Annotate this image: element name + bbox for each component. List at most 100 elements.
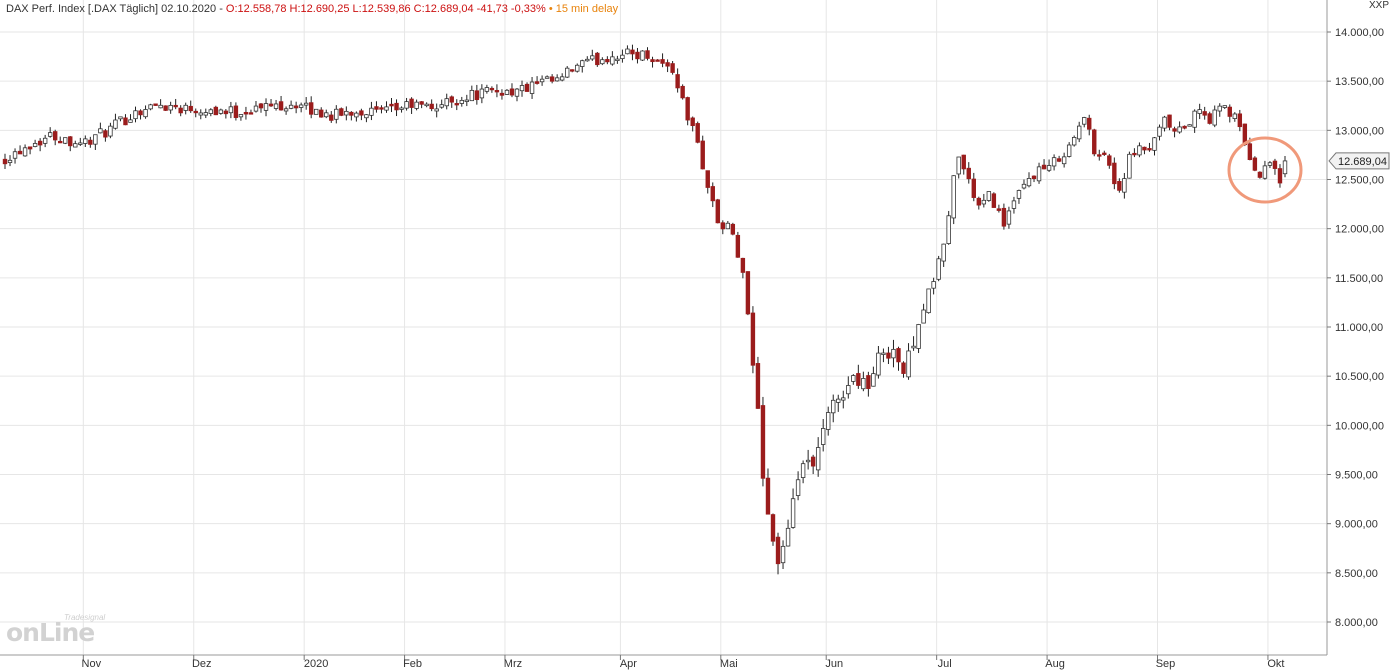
candle-body — [258, 103, 264, 109]
candle-body — [725, 222, 731, 230]
candle-body — [499, 92, 505, 96]
candle-body — [449, 96, 454, 103]
candle-body — [278, 101, 284, 111]
last-value-tag — [1328, 152, 1390, 170]
candle-body — [770, 514, 776, 542]
candle-body — [1237, 113, 1243, 128]
candle-body — [444, 98, 449, 107]
candle-body — [941, 243, 946, 262]
candle-body — [17, 150, 23, 155]
candle-body — [424, 103, 429, 107]
candle-body — [293, 105, 299, 109]
candle-body — [1187, 124, 1192, 127]
candle-body — [1152, 137, 1157, 151]
candle-body — [419, 101, 424, 105]
candle-body — [37, 140, 43, 146]
candle-body — [283, 108, 289, 112]
candle-body — [364, 114, 369, 119]
candle-body — [203, 112, 208, 116]
candle-body — [534, 81, 540, 84]
candle-body — [128, 119, 133, 123]
candle-body — [1056, 158, 1062, 162]
candle-body — [12, 151, 18, 159]
candle-body — [544, 76, 550, 79]
candle-body — [700, 140, 705, 170]
candle-body — [308, 102, 314, 115]
time-tick-label: Aug — [1045, 658, 1065, 670]
candle-body — [143, 109, 148, 118]
time-tick-label: Nov — [82, 658, 102, 670]
candle-body — [1076, 125, 1082, 140]
candle-body — [851, 375, 856, 382]
price-tick-label: 10.000,00 — [1335, 420, 1384, 432]
candle-body — [1217, 105, 1222, 112]
candle-body — [474, 90, 480, 101]
candle-body — [660, 59, 665, 64]
candle-body — [379, 107, 384, 110]
axis-code: XXP — [1368, 0, 1389, 11]
candle-body — [1001, 207, 1007, 227]
candle-body — [113, 119, 118, 129]
candle-body — [554, 77, 560, 82]
candle-body — [805, 459, 811, 463]
candle-body — [1272, 160, 1278, 169]
candle-body — [580, 60, 585, 67]
candle-body — [891, 348, 896, 359]
candle-body — [439, 104, 444, 108]
price-tick-label: 14.000,00 — [1335, 27, 1384, 39]
time-tick-label: Feb — [403, 658, 422, 670]
candle-body — [620, 54, 625, 60]
candle-body — [208, 109, 214, 114]
candle-body — [248, 112, 254, 115]
candle-body — [228, 106, 234, 114]
candle-body — [1267, 162, 1273, 166]
candle-body — [1192, 110, 1197, 128]
candle-body — [479, 88, 485, 99]
candle-body — [464, 99, 470, 102]
candle-body — [861, 378, 866, 390]
instrument-name: DAX Perf. Index [.DAX Täglich] 02.10.202… — [6, 3, 223, 15]
candle-body — [790, 498, 796, 528]
candle-body — [976, 197, 982, 206]
time-axis: Nov Dez 2020 Feb Mrz Apr Mai Jun Jul Aug Sep Okt — [82, 655, 1285, 670]
candle-body — [1006, 210, 1012, 225]
candle-body — [1182, 125, 1187, 129]
candle-body — [374, 106, 379, 110]
price-tick-label: 9.000,00 — [1335, 519, 1378, 531]
time-tick-label: Mai — [720, 658, 738, 670]
candle-body — [1222, 105, 1227, 108]
candle-body — [615, 58, 620, 61]
candle-body — [876, 352, 881, 376]
candle-body — [98, 128, 103, 134]
candle-body — [63, 137, 68, 144]
candle-body — [610, 56, 615, 65]
candle-body — [1051, 157, 1057, 167]
price-axis: 14.000,00 13.500,00 13.000,00 12.500,00 12.0… — [1327, 27, 1384, 629]
candle-body — [198, 112, 203, 116]
candle-body — [625, 48, 630, 55]
candle-body — [1232, 113, 1238, 119]
price-tick-label: 11.500,00 — [1335, 273, 1383, 285]
candle-body — [695, 123, 700, 143]
candle-body — [163, 105, 168, 111]
candle-body — [404, 101, 409, 109]
candle-body — [871, 373, 876, 387]
candle-body — [1071, 137, 1077, 146]
highlight-ellipse — [1227, 136, 1303, 204]
candle-body — [52, 131, 58, 141]
instrument-header: DAX Perf. Index [.DAX Täglich] 02.10.202… — [6, 3, 618, 15]
candle-body — [78, 142, 83, 145]
delay-bullet: • — [548, 3, 553, 15]
candle-body — [685, 97, 690, 121]
candle-body — [303, 102, 309, 106]
candle-body — [866, 375, 871, 389]
candles — [2, 44, 1288, 575]
last-value-label: 12.689,04 — [1338, 156, 1387, 168]
candle-body — [710, 186, 715, 202]
candle-body — [273, 103, 279, 109]
candle-body — [815, 447, 821, 471]
candle-body — [1227, 106, 1232, 117]
candle-body — [454, 103, 459, 106]
candle-body — [1117, 181, 1122, 191]
